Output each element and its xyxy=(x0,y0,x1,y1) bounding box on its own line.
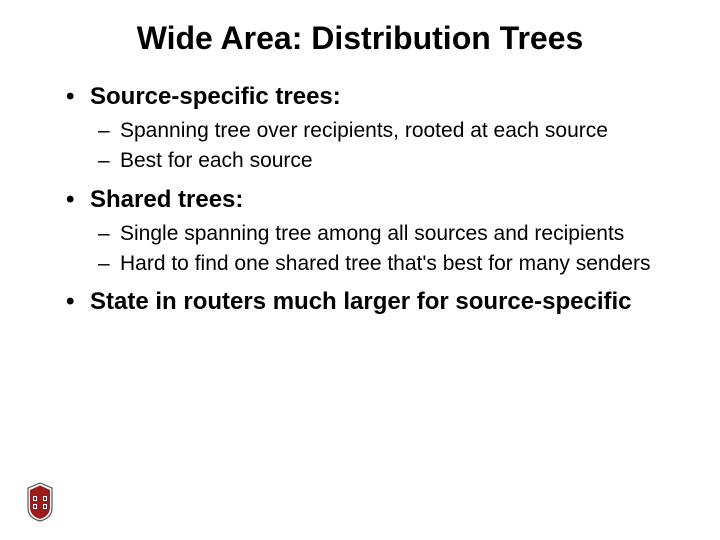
bullet-l2: Hard to find one shared tree that's best… xyxy=(98,251,660,277)
bullet-l2: Spanning tree over recipients, rooted at… xyxy=(98,118,660,144)
bullet-l2: Single spanning tree among all sources a… xyxy=(98,221,660,247)
bullet-l1: Shared trees: xyxy=(66,185,660,215)
bullet-l1: State in routers much larger for source-… xyxy=(66,287,660,317)
bullet-l2: Best for each source xyxy=(98,148,660,174)
slide: Wide Area: Distribution Trees Source-spe… xyxy=(0,0,720,540)
bullet-l1: Source-specific trees: xyxy=(66,82,660,112)
slide-title: Wide Area: Distribution Trees xyxy=(0,20,720,57)
university-crest-icon xyxy=(26,482,54,522)
slide-content: Source-specific trees: Spanning tree ove… xyxy=(90,72,660,323)
